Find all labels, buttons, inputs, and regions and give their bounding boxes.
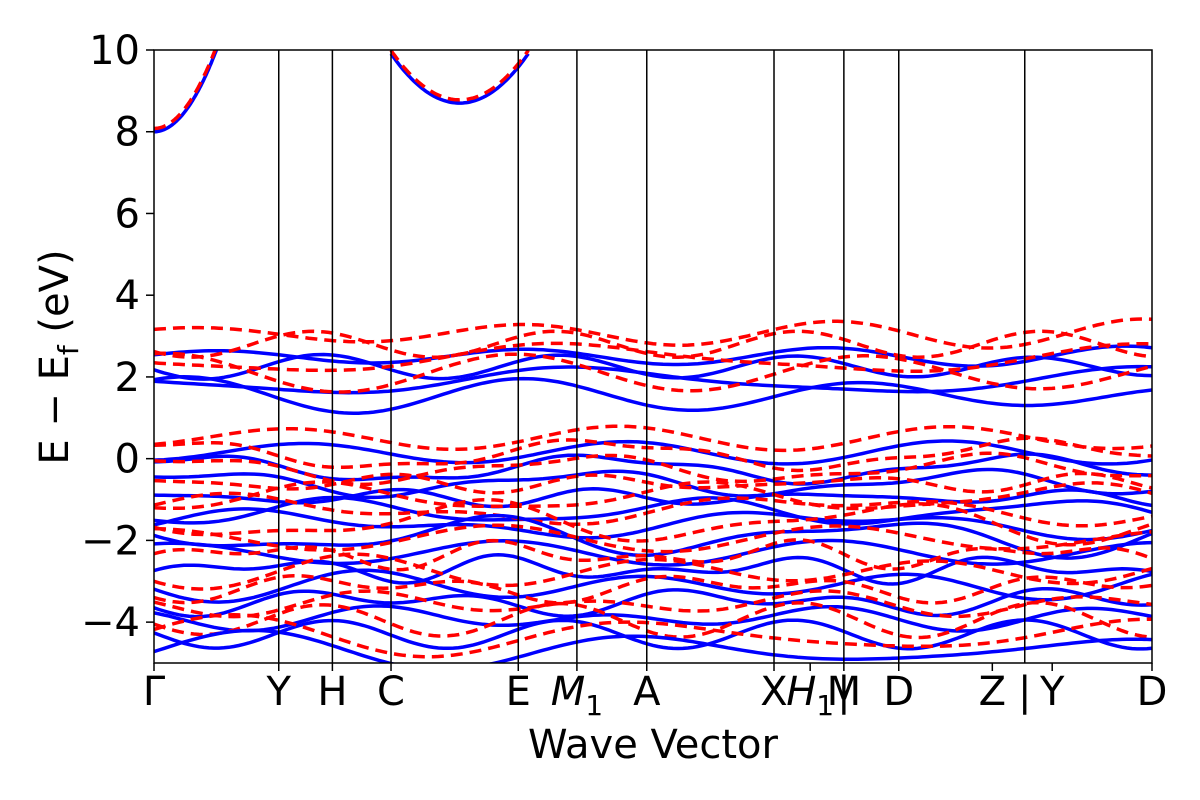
y-tick-label: 2 — [115, 355, 140, 401]
x-tick-label: M1 — [551, 669, 603, 722]
band-solid-5 — [154, 452, 1152, 486]
conduction-band-solid-1 — [389, 52, 530, 105]
band-dashed-15 — [154, 589, 1152, 619]
band-dashed-17 — [154, 613, 1152, 659]
x-tick-label: | — [837, 669, 850, 715]
x-tick-label: E — [506, 669, 531, 715]
high-symmetry-lines — [278, 50, 1026, 663]
band-dashed-9 — [154, 491, 1152, 528]
band-solid-16 — [154, 618, 1152, 651]
band-solid-13 — [154, 568, 1152, 604]
y-tick-label: 4 — [115, 273, 140, 319]
x-tick-label: Y — [1039, 669, 1065, 715]
band-solid-17 — [154, 628, 1152, 663]
y-axis-title: E − Ef (eV) — [32, 249, 85, 464]
y-tick-label: −2 — [81, 518, 140, 564]
y-tick-label: 0 — [115, 437, 140, 483]
x-tick-label: M — [827, 669, 862, 715]
band-lines — [154, 50, 1152, 663]
band-solid-0 — [154, 344, 1152, 368]
y-tick-label: −4 — [81, 600, 140, 646]
x-tick-label: Γ — [143, 669, 166, 715]
band-solid-6 — [154, 467, 1152, 500]
x-tick-label: H — [317, 669, 347, 715]
band-solid-14 — [154, 586, 1152, 619]
band-solid-3 — [154, 375, 1152, 415]
band-dashed-13 — [154, 552, 1152, 591]
x-tick-label: A — [633, 669, 661, 715]
band-solid-10 — [154, 513, 1152, 560]
band-dashed-6 — [154, 451, 1152, 487]
x-tick-label: D — [883, 669, 914, 715]
plot-frame — [153, 49, 1153, 664]
band-solid-7 — [154, 487, 1152, 509]
x-tick-label: H1 — [786, 669, 834, 722]
x-axis: Γ Y H C E M1 A XH1 |M D Z | Y D — [143, 663, 1168, 722]
x-tick-label: Y — [266, 669, 292, 715]
y-tick-label: 10 — [89, 28, 140, 74]
x-tick-label: X — [760, 669, 787, 715]
x-tick-label: C — [377, 669, 405, 715]
x-tick-label: Z — [979, 669, 1006, 715]
conduction-band-dashed-0 — [154, 50, 218, 131]
band-dashed-5 — [154, 436, 1152, 473]
band-solid-12 — [154, 553, 1152, 586]
x-tick-label: D — [1137, 669, 1168, 715]
band-dashed-2 — [154, 341, 1152, 373]
band-dashed-8 — [154, 480, 1152, 511]
y-tick-label: 6 — [115, 191, 140, 237]
band-dashed-7 — [154, 471, 1152, 495]
band-dashed-3 — [154, 351, 1152, 394]
conduction-band-solid-0 — [154, 50, 219, 134]
band-solid-9 — [154, 507, 1152, 542]
x-axis-title: Wave Vector — [528, 722, 779, 768]
y-axis: −4 −2 0 2 4 6 8 10 — [81, 28, 154, 646]
conduction-band-dashed-1 — [389, 50, 530, 102]
band-dashed-16 — [154, 600, 1152, 640]
band-dashed-0 — [154, 317, 1152, 350]
y-tick-label: 8 — [115, 110, 140, 156]
band-dashed-12 — [154, 538, 1152, 572]
x-tick-label: | — [1018, 669, 1031, 715]
band-dashed-4 — [154, 424, 1152, 453]
